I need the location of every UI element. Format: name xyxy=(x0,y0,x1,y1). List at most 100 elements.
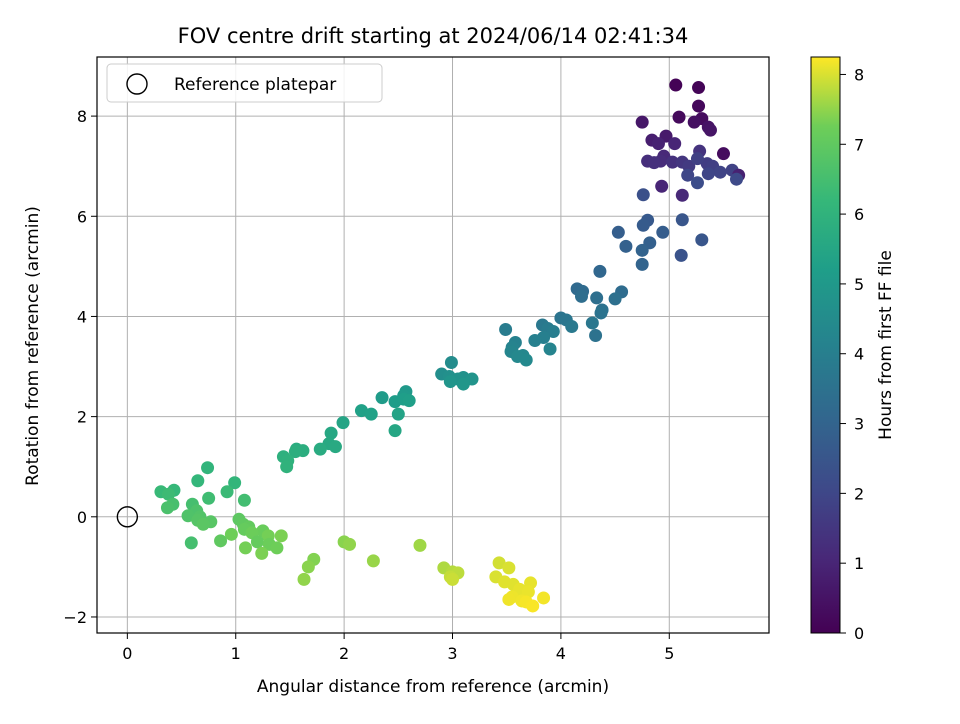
data-point xyxy=(238,541,252,555)
data-point xyxy=(224,527,238,541)
data-point xyxy=(729,172,743,186)
data-point xyxy=(526,599,540,613)
data-point xyxy=(444,356,458,370)
data-point xyxy=(636,218,650,232)
data-point xyxy=(690,176,704,190)
colorbar-label: Hours from first FF file xyxy=(876,250,896,440)
data-point xyxy=(636,188,650,202)
data-point xyxy=(695,233,709,247)
colorbar-tick-label: 6 xyxy=(854,205,864,224)
data-point xyxy=(502,592,516,606)
data-point xyxy=(301,560,315,574)
data-point xyxy=(354,404,368,418)
x-tick-label: 2 xyxy=(339,644,349,663)
data-point xyxy=(593,264,607,278)
data-point xyxy=(402,394,416,408)
data-point xyxy=(201,461,215,475)
data-point xyxy=(328,440,342,454)
data-point xyxy=(546,324,560,338)
data-point xyxy=(502,561,516,575)
data-point xyxy=(672,110,686,124)
data-point xyxy=(220,485,234,499)
data-point xyxy=(669,78,683,92)
data-point xyxy=(364,407,378,421)
data-point xyxy=(619,239,633,253)
data-point xyxy=(313,442,327,456)
data-point xyxy=(519,353,533,367)
data-point xyxy=(585,316,599,330)
data-point xyxy=(574,289,588,303)
data-point xyxy=(703,123,717,137)
data-point xyxy=(668,137,682,151)
data-point xyxy=(499,322,513,336)
y-tick-label: 8 xyxy=(77,107,87,126)
y-tick-label: 6 xyxy=(77,207,87,226)
data-point xyxy=(228,476,242,490)
data-point xyxy=(681,168,695,182)
colorbar-tick-label: 2 xyxy=(854,484,864,503)
data-point xyxy=(270,541,284,555)
y-tick-label: 0 xyxy=(77,508,87,527)
data-point xyxy=(202,491,216,505)
chart-title: FOV centre drift starting at 2024/06/14 … xyxy=(178,24,689,48)
data-point xyxy=(388,424,402,438)
data-point xyxy=(196,517,210,531)
data-point xyxy=(716,147,730,161)
data-point xyxy=(674,248,688,262)
colorbar-tick-label: 0 xyxy=(854,624,864,643)
data-point xyxy=(590,291,604,305)
data-point xyxy=(537,591,551,605)
y-tick-label: −2 xyxy=(63,608,87,627)
data-point xyxy=(690,152,704,166)
data-point xyxy=(635,257,649,271)
x-tick-label: 3 xyxy=(447,644,457,663)
data-point xyxy=(656,225,670,239)
data-point xyxy=(274,529,288,543)
data-point xyxy=(647,156,661,170)
reference-marker xyxy=(116,506,139,528)
data-point xyxy=(635,115,649,129)
data-point xyxy=(184,536,198,550)
x-tick-label: 4 xyxy=(556,644,566,663)
data-point xyxy=(160,501,174,515)
data-point xyxy=(701,167,715,181)
data-point xyxy=(687,115,701,129)
data-point xyxy=(675,188,689,202)
data-point xyxy=(543,342,557,356)
data-point xyxy=(443,375,457,389)
data-point xyxy=(375,391,389,405)
data-point xyxy=(446,572,460,586)
data-point xyxy=(655,179,669,193)
data-point xyxy=(666,155,680,169)
data-point xyxy=(336,416,350,430)
y-axis-ticks: −2 0 2 4 6 8 xyxy=(63,107,97,627)
data-point xyxy=(675,213,689,227)
data-point xyxy=(237,493,251,507)
data-point xyxy=(594,306,608,320)
data-point xyxy=(413,538,427,552)
data-point xyxy=(181,509,195,523)
data-point xyxy=(162,487,176,501)
data-point xyxy=(214,534,228,548)
colorbar-ticks: 0 1 2 3 4 5 6 7 8 xyxy=(840,65,864,643)
legend: Reference platepar xyxy=(106,63,383,103)
x-tick-label: 0 xyxy=(122,644,132,663)
colorbar-tick-label: 3 xyxy=(854,415,864,434)
data-point xyxy=(589,328,603,342)
plot-area xyxy=(96,56,770,634)
x-tick-label: 1 xyxy=(231,644,241,663)
x-tick-label: 5 xyxy=(664,644,674,663)
data-point xyxy=(456,377,470,391)
data-point xyxy=(635,243,649,257)
data-point xyxy=(255,546,269,560)
data-point xyxy=(692,99,706,113)
data-point xyxy=(391,407,405,421)
data-points xyxy=(154,78,746,613)
y-axis-label: Rotation from reference (arcmin) xyxy=(23,206,43,486)
x-axis-ticks: 0 1 2 3 4 5 xyxy=(122,633,674,663)
legend-marker-reference xyxy=(126,73,148,95)
data-point xyxy=(366,554,380,568)
data-point xyxy=(250,535,264,549)
data-point xyxy=(280,460,294,474)
